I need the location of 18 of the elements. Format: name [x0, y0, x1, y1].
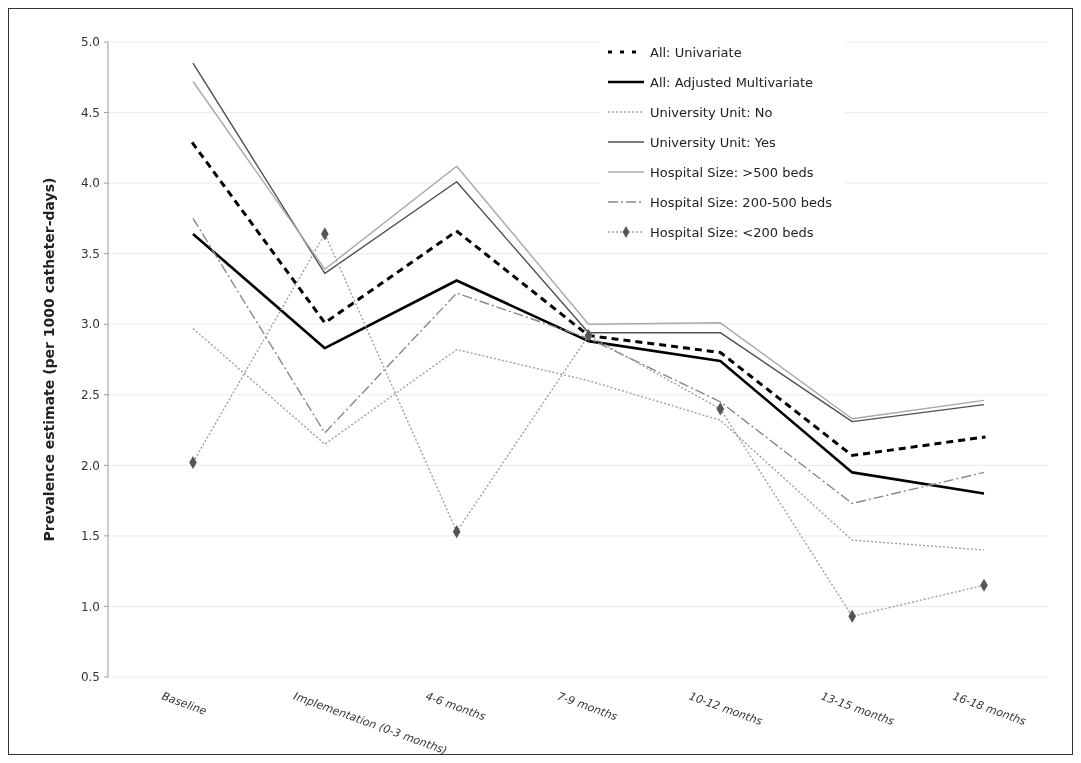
- legend-label: Hospital Size: <200 beds: [650, 224, 814, 240]
- legend-label: All: Univariate: [650, 44, 742, 60]
- y-tick-label: 2.0: [80, 458, 100, 473]
- legend-label: Hospital Size: >500 beds: [650, 164, 814, 180]
- y-tick-label: 3.5: [80, 246, 100, 261]
- y-tick-label: 1.5: [80, 529, 100, 544]
- legend-label: Hospital Size: 200-500 beds: [650, 194, 833, 210]
- legend-label: All: Adjusted Multivariate: [650, 74, 814, 90]
- y-tick-label: 2.5: [80, 387, 100, 402]
- y-tick-label: 5.0: [80, 35, 100, 50]
- y-tick-label: 3.0: [80, 317, 100, 332]
- y-tick-label: 1.0: [80, 599, 100, 614]
- y-tick-label: 4.0: [80, 176, 100, 191]
- y-axis-title: Prevalence estimate (per 1000 catheter-days): [41, 177, 57, 542]
- legend-label: University Unit: No: [650, 104, 773, 120]
- y-tick-label: 4.5: [80, 105, 100, 120]
- y-tick-label: 0.5: [80, 670, 100, 685]
- legend-label: University Unit: Yes: [650, 134, 776, 150]
